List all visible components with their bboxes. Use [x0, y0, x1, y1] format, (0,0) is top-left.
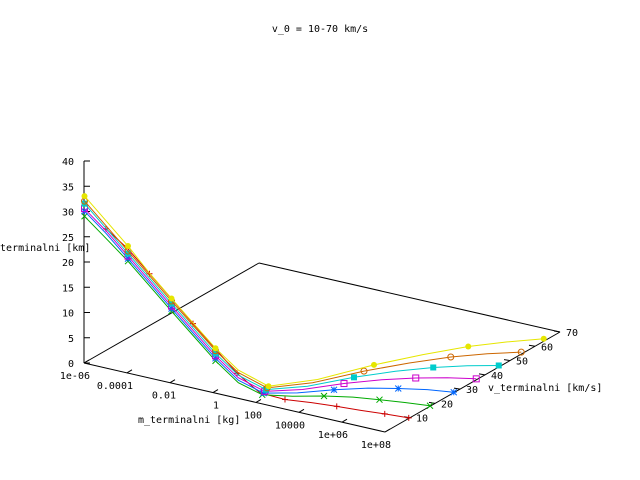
x-axis-label: m_terminalni [kg] — [138, 415, 240, 426]
data-point — [282, 396, 288, 403]
data-point — [265, 383, 272, 390]
x-tick-mark — [298, 408, 305, 413]
y-axis-line — [384, 331, 561, 433]
series-line — [84, 195, 544, 387]
data-point — [168, 295, 175, 302]
x-tick-mark — [255, 398, 262, 403]
y-tick-label: 10 — [416, 414, 428, 425]
axis-ticks: 0 5 10 15 20 25 30 35 40 1e-06 0.0001 0.01 1 100 10000… — [60, 157, 578, 451]
y-tick-label: 50 — [516, 357, 528, 368]
z-tick-label: 40 — [62, 157, 74, 168]
data-point — [495, 362, 502, 369]
data-point — [340, 380, 348, 388]
data-point — [450, 388, 458, 396]
x-tick-label: 100 — [244, 410, 262, 421]
z-tick-label: 10 — [62, 309, 74, 320]
base-back-edge — [258, 262, 561, 333]
data-point — [81, 193, 88, 200]
data-point — [351, 374, 357, 381]
z-tick-label: 5 — [68, 334, 74, 345]
series-v0-50 — [81, 200, 502, 393]
x-tick-label: 1 — [213, 401, 219, 412]
data-point — [330, 386, 338, 394]
series-v0-30 — [81, 207, 458, 397]
data-point — [320, 392, 328, 400]
series-layer — [81, 193, 547, 421]
data-point — [371, 361, 377, 368]
data-point — [472, 375, 480, 383]
chart-title: v_0 = 10-70 km/s — [272, 24, 368, 35]
data-point — [260, 389, 267, 397]
y-tick-label: 30 — [466, 385, 478, 396]
data-point — [465, 343, 472, 350]
x-tick-label: 0.01 — [152, 391, 176, 402]
x-tick-label: 10000 — [275, 420, 305, 431]
x-tick-mark — [126, 369, 133, 374]
z-tick-label: 30 — [62, 208, 74, 219]
data-point — [540, 335, 547, 342]
y-tick-mark — [553, 330, 561, 333]
data-point — [212, 345, 219, 352]
x-axis-line — [83, 362, 386, 433]
series-line — [84, 210, 454, 394]
data-point — [263, 386, 269, 393]
data-point — [430, 364, 437, 371]
y-axis-label: v_terminalni [km/s] — [488, 383, 602, 394]
data-point — [81, 212, 88, 220]
series-line — [84, 200, 522, 389]
y-tick-label: 60 — [541, 342, 553, 353]
data-point — [426, 402, 434, 410]
series-line — [84, 203, 499, 391]
data-point — [405, 414, 412, 421]
z-tick-label: 35 — [62, 182, 74, 193]
base-left-edge — [83, 262, 260, 364]
x-tick-mark — [341, 418, 348, 423]
data-point — [360, 367, 368, 375]
y-tick-mark — [503, 359, 511, 362]
series-v0-70 — [81, 193, 547, 390]
x-tick-label: 1e+08 — [361, 440, 391, 451]
data-point — [125, 243, 131, 250]
x-tick-mark — [212, 389, 219, 394]
x-tick-mark — [83, 359, 90, 364]
x-tick-mark — [384, 428, 391, 433]
y-tick-label: 20 — [441, 399, 453, 410]
data-point — [333, 403, 340, 410]
series-v0-10 — [103, 225, 412, 421]
y-tick-mark — [528, 344, 536, 347]
data-point — [394, 385, 402, 392]
x-tick-mark — [169, 379, 176, 384]
z-tick-label: 20 — [62, 258, 74, 269]
series-line — [84, 208, 477, 392]
y-tick-mark — [428, 401, 436, 404]
data-point — [412, 374, 420, 382]
y-tick-mark — [453, 387, 461, 390]
y-tick-mark — [478, 373, 486, 376]
data-point — [447, 353, 455, 361]
z-tick-label: 25 — [62, 233, 74, 244]
data-point — [517, 348, 525, 356]
series-v0-60 — [81, 197, 525, 392]
x-tick-label: 1e-06 — [60, 371, 90, 382]
series-line — [84, 215, 431, 407]
data-point — [381, 410, 388, 417]
z-axis-label: h_terminalni [km] — [0, 243, 90, 254]
z-tick-label: 0 — [68, 359, 74, 370]
y-tick-label: 40 — [491, 371, 503, 382]
z-tick-label: 15 — [62, 283, 74, 294]
y-tick-label: 70 — [566, 328, 578, 339]
x-tick-label: 0.0001 — [97, 381, 133, 392]
x-tick-label: 1e+06 — [318, 430, 348, 441]
data-point — [376, 396, 383, 404]
